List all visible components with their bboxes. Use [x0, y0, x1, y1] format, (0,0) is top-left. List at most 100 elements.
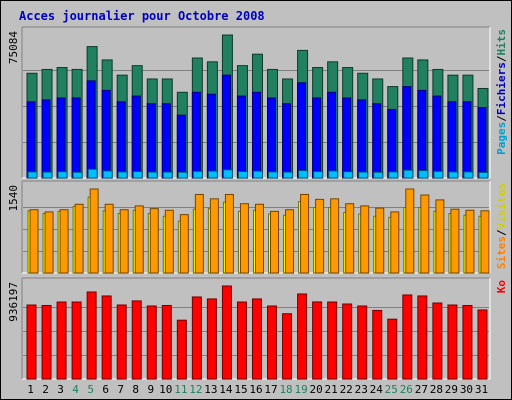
- x-tick-label-day-7: 7: [117, 383, 124, 396]
- bar-pages-day-4: [72, 171, 83, 179]
- bar-sites-day-6: [104, 203, 114, 274]
- bar-pages-day-19: [298, 170, 309, 179]
- bar-pages-day-26: [403, 169, 414, 179]
- x-tick-label-day-6: 6: [102, 383, 109, 396]
- legend-sites-0: Sites: [495, 236, 508, 269]
- bar-pages-day-6: [102, 170, 113, 179]
- x-tick-label-day-22: 22: [340, 383, 353, 396]
- bar-pages-day-11: [177, 171, 188, 179]
- legend-fichiers-2: Fichiers: [495, 62, 508, 115]
- legend-slash-1: /: [495, 229, 508, 236]
- bar-ko-day-14: [221, 285, 232, 380]
- bar-sites-day-15: [239, 203, 249, 274]
- x-tick-label-day-27: 27: [415, 383, 428, 396]
- bar-fichiers-day-31: [477, 107, 487, 179]
- bar-fichiers-day-21: [327, 91, 337, 179]
- x-tick-label-day-1: 1: [27, 383, 34, 396]
- bar-sites-day-24: [375, 207, 385, 274]
- x-tick-label-day-4: 4: [72, 383, 79, 396]
- bar-fichiers-day-9: [146, 103, 156, 179]
- bar-pages-day-9: [147, 171, 158, 179]
- bar-sites-day-7: [119, 209, 129, 274]
- bar-pages-day-23: [358, 171, 369, 179]
- bar-fichiers-day-8: [131, 95, 141, 179]
- bar-sites-day-4: [74, 203, 84, 274]
- x-tick-label-day-16: 16: [249, 383, 262, 396]
- bar-pages-day-30: [463, 171, 474, 179]
- legend-hits-4: Hits: [495, 29, 508, 56]
- bar-fichiers-day-26: [402, 86, 412, 179]
- x-tick-label-day-9: 9: [147, 383, 154, 396]
- legend-slash-1: /: [495, 115, 508, 122]
- bar-pages-day-13: [207, 170, 218, 179]
- bar-sites-day-8: [134, 205, 144, 274]
- bar-sites-day-1: [29, 209, 39, 274]
- bar-sites-day-17: [270, 210, 280, 274]
- bar-fichiers-day-25: [387, 108, 397, 179]
- bar-pages-day-8: [132, 171, 143, 179]
- bar-sites-day-21: [330, 198, 340, 274]
- bar-ko-day-1: [26, 304, 37, 380]
- legend-visites-2: Visites: [495, 183, 508, 229]
- bar-ko-day-16: [251, 298, 262, 380]
- bar-pages-day-25: [388, 171, 399, 179]
- x-tick-label-day-26: 26: [400, 383, 413, 396]
- bar-sites-day-23: [360, 205, 370, 274]
- bar-ko-day-12: [191, 296, 202, 380]
- legend-ko-0: Ko: [495, 280, 508, 294]
- panel-bottom-ymax-label: 936197: [7, 282, 20, 322]
- bar-fichiers-day-30: [462, 101, 472, 179]
- bar-sites-day-19: [300, 193, 310, 274]
- bar-ko-day-8: [131, 300, 142, 380]
- bar-sites-day-18: [285, 209, 295, 274]
- bar-pages-day-21: [328, 170, 339, 179]
- bar-fichiers-day-15: [236, 95, 246, 179]
- bar-ko-day-10: [161, 304, 172, 380]
- bar-ko-day-2: [41, 304, 52, 380]
- bar-ko-day-13: [206, 298, 217, 380]
- bar-sites-day-12: [194, 193, 204, 274]
- x-tick-label-day-18: 18: [279, 383, 292, 396]
- bar-sites-day-13: [209, 198, 219, 274]
- bar-sites-day-27: [420, 194, 430, 274]
- bar-fichiers-day-19: [297, 82, 307, 179]
- panel-middle-ymax-label: 1540: [7, 185, 20, 212]
- bar-sites-day-20: [315, 198, 325, 274]
- x-tick-label-day-17: 17: [264, 383, 277, 396]
- bar-pages-day-20: [313, 171, 324, 179]
- bar-fichiers-day-2: [41, 99, 51, 179]
- bar-fichiers-day-24: [372, 103, 382, 179]
- bar-fichiers-day-13: [206, 93, 216, 179]
- bar-pages-day-31: [478, 171, 489, 179]
- bar-sites-day-29: [450, 208, 460, 274]
- bar-fichiers-day-16: [251, 91, 261, 179]
- bar-sites-day-11: [179, 214, 189, 274]
- bar-pages-day-7: [117, 171, 128, 179]
- bar-fichiers-day-28: [432, 95, 442, 179]
- bar-sites-day-16: [254, 203, 264, 274]
- bar-ko-day-17: [267, 305, 278, 380]
- bar-ko-day-24: [372, 309, 383, 380]
- bar-ko-day-27: [417, 295, 428, 380]
- bar-fichiers-day-3: [56, 97, 66, 179]
- bar-sites-day-2: [44, 211, 54, 274]
- panel-middle-legend: Sites/Visites: [495, 183, 508, 269]
- bar-fichiers-day-6: [101, 89, 111, 179]
- x-tick-label-day-3: 3: [57, 383, 64, 396]
- bar-pages-day-1: [27, 171, 38, 179]
- panel-top-legend: Pages/Fichiers/Hits: [495, 29, 508, 155]
- bar-pages-day-22: [343, 171, 354, 179]
- bar-ko-day-25: [387, 318, 398, 380]
- bar-sites-day-3: [59, 209, 69, 274]
- x-tick-label-day-29: 29: [445, 383, 458, 396]
- x-tick-label-day-28: 28: [430, 383, 443, 396]
- bar-ko-day-22: [342, 303, 353, 380]
- bar-fichiers-day-7: [116, 101, 126, 179]
- bar-fichiers-day-20: [312, 97, 322, 179]
- x-tick-label-day-14: 14: [219, 383, 233, 396]
- x-tick-label-day-8: 8: [132, 383, 139, 396]
- bar-ko-day-28: [432, 302, 443, 380]
- bar-ko-day-5: [86, 291, 97, 380]
- bar-fichiers-day-18: [282, 103, 292, 179]
- bar-sites-day-30: [465, 209, 475, 274]
